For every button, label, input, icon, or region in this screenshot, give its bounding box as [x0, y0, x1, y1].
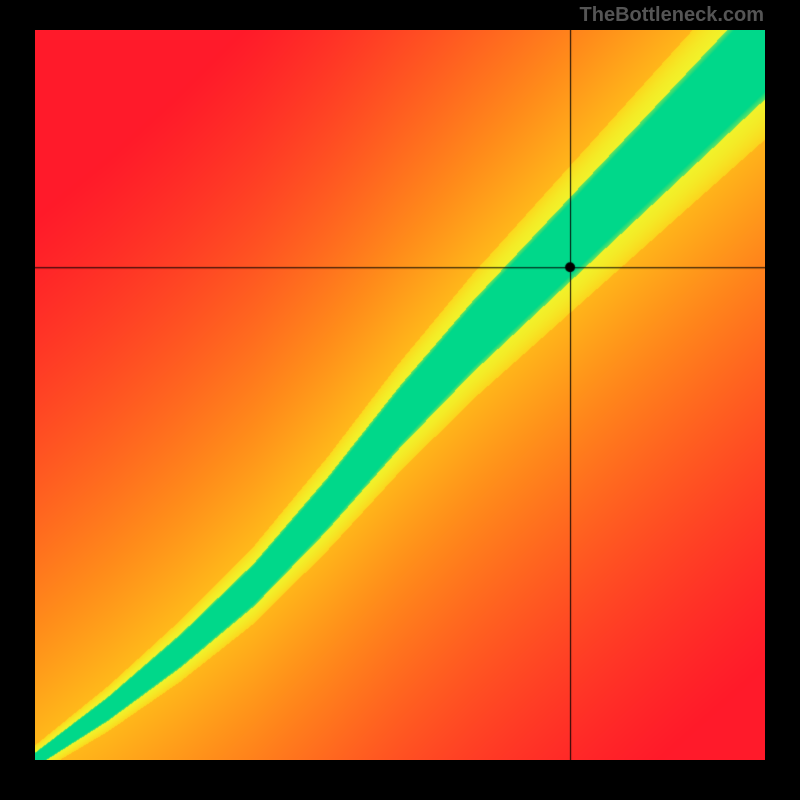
bottleneck-heatmap: [35, 30, 765, 760]
watermark-text: TheBottleneck.com: [580, 4, 764, 27]
heatmap-canvas: [35, 30, 765, 760]
